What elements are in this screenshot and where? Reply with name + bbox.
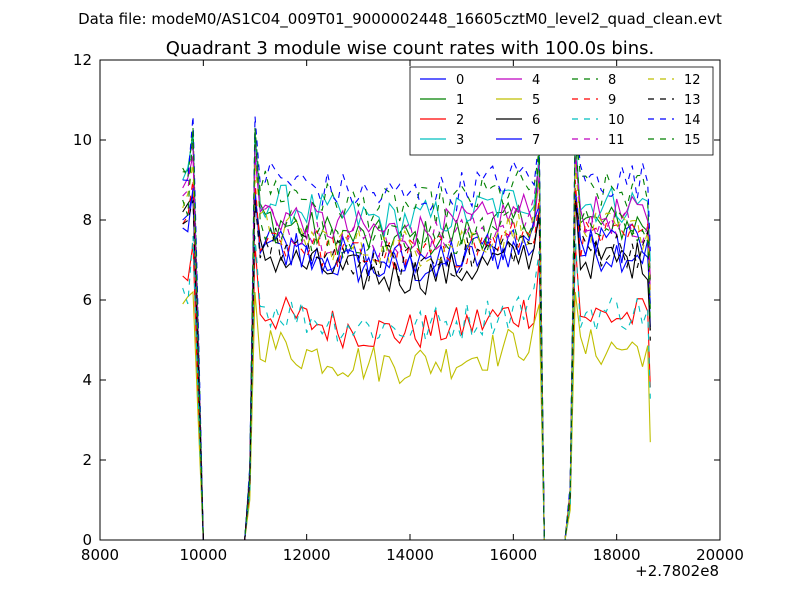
legend-label-3: 3 [456,133,464,148]
series-line-13 [182,199,651,541]
series-line-2 [182,243,651,541]
series-line-5 [182,290,651,541]
series-line-10 [182,235,651,541]
chart-suptitle: Data file: modeM0/AS1C04_009T01_90000024… [78,10,722,29]
y-tick-label: 10 [73,131,92,149]
y-tick-label: 0 [82,531,92,549]
legend-label-8: 8 [608,73,616,88]
x-offset-label: +2.7802e8 [635,562,719,580]
x-tick-label: 10000 [179,546,227,564]
x-tick-label: 14000 [386,546,434,564]
legend-label-13: 13 [684,93,701,108]
series-line-9 [182,179,651,541]
series-line-7 [182,187,651,541]
y-tick-label: 4 [82,371,92,389]
legend-label-4: 4 [532,73,540,88]
x-tick-label: 12000 [283,546,331,564]
x-tick-label: 20000 [696,546,744,564]
y-tick-label: 2 [82,451,92,469]
legend-label-14: 14 [684,113,701,128]
legend-label-1: 1 [456,93,464,108]
series-line-15 [182,127,651,541]
series-line-8 [182,127,651,541]
series-line-6 [182,194,651,541]
series-line-4 [182,155,651,541]
legend-label-5: 5 [532,93,540,108]
legend-label-7: 7 [532,133,540,148]
chart-title: Quadrant 3 module wise count rates with … [166,38,655,59]
y-tick-label: 12 [73,51,92,69]
axis-ticks: 8000 10000 12000 14000 16000 18000 20000 0 2 4 6 8 1… [73,51,744,564]
legend-label-15: 15 [684,133,701,148]
legend-label-12: 12 [684,73,701,88]
x-tick-label: 8000 [81,546,119,564]
series-line-11 [182,143,651,541]
y-tick-label: 6 [82,291,92,309]
x-tick-label: 18000 [593,546,641,564]
y-tick-label: 8 [82,211,92,229]
plot-area [182,115,651,541]
legend-label-0: 0 [456,73,464,88]
legend-label-11: 11 [608,133,625,148]
series-line-3 [182,135,651,541]
legend-label-2: 2 [456,113,464,128]
series-line-14 [182,115,651,541]
legend-label-10: 10 [608,113,625,128]
legend-label-6: 6 [532,113,540,128]
series-line-12 [182,163,651,541]
legend-label-9: 9 [608,93,616,108]
x-tick-label: 16000 [489,546,537,564]
legend-box [409,66,714,156]
